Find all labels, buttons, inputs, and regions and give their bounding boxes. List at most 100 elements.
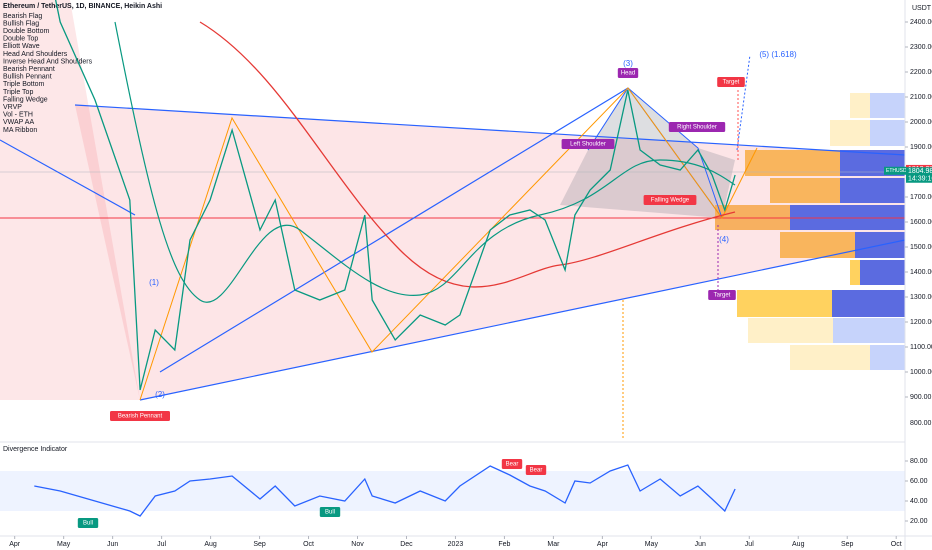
annotation: (1) (149, 278, 159, 287)
indicator-name: Bullish Flag (3, 20, 39, 27)
annotation-box (525, 465, 547, 475)
trendline (74, 104, 905, 156)
indicator-name: Triple Bottom (3, 81, 45, 88)
ma-green (114, 21, 736, 303)
indicator-name: Elliott Wave (3, 43, 40, 50)
hs-fill (560, 88, 735, 218)
indicator-name: VWAP AA (3, 119, 34, 126)
price-tag-text: 1804.98 (908, 168, 932, 175)
indicator-name: Double Bottom (3, 28, 49, 35)
currency: USDT (912, 5, 932, 12)
annotation: Head (621, 71, 635, 77)
ticker-tag (884, 166, 906, 175)
y-tick-label: 2300.00 (910, 44, 932, 51)
annotation: Bull (83, 521, 93, 527)
x-tick-label: May (645, 541, 659, 548)
y-tick-label: 2000.00 (910, 119, 932, 126)
x-tick-label: Mar (547, 541, 560, 548)
indicator-name: Bullish Pennant (3, 74, 52, 81)
price-tag (906, 167, 932, 176)
annotation: Bear (530, 468, 543, 474)
countdown: 14:39:16 (908, 176, 932, 183)
annotation-box (668, 122, 726, 132)
x-tick-label: Oct (891, 541, 902, 548)
countdown-tag (906, 174, 932, 183)
indicator-name: Vol - ETH (3, 112, 33, 119)
trendline (139, 239, 905, 401)
x-tick-label: 2023 (448, 541, 464, 548)
indicator-name: Head And Shoulders (3, 51, 68, 58)
annotation-box (561, 139, 615, 149)
y-tick-label: 1400.00 (910, 269, 932, 276)
annotation-box (319, 507, 341, 517)
annotation: Bull (325, 510, 335, 516)
x-tick-label: Dec (400, 541, 413, 548)
volume-profile (715, 93, 905, 370)
trendline (0, 139, 136, 216)
drawings (0, 0, 905, 440)
x-tick-label: Jun (107, 541, 118, 548)
indicator-title: Divergence Indicator (3, 446, 68, 453)
y-tick-label: 40.00 (910, 498, 928, 505)
y-tick-label: 1100.00 (910, 344, 932, 351)
series-group (34, 464, 736, 517)
y-tick-label: 1500.00 (910, 244, 932, 251)
y-tick-label: 1700.00 (910, 194, 932, 201)
y-tick-label: 1300.00 (910, 294, 932, 301)
annotation-box (501, 459, 523, 469)
indicator-name: Falling Wedge (3, 96, 48, 103)
indicator-name: Bearish Flag (3, 13, 42, 20)
x-tick-label: Nov (351, 541, 364, 548)
series-line (34, 464, 736, 517)
y-tick-label: 1000.00 (910, 369, 932, 376)
y-tick-label: 2200.00 (910, 69, 932, 76)
annotation-box (110, 411, 170, 421)
annotation-box (708, 290, 736, 300)
chart-title: Ethereum / TetherUS, 1D, BINANCE, Heikin… (3, 3, 162, 10)
x-tick-label: Jul (157, 541, 166, 548)
x-tick-label: Jul (745, 541, 754, 548)
x-tick-label: Oct (303, 541, 314, 548)
annotation: (4) (719, 235, 729, 244)
ticker-name: ETHUSDT (886, 168, 910, 174)
annotation: (5) (1.618) (759, 50, 797, 59)
indicator-name: VRVP (3, 104, 22, 111)
y-tick-label: 1900.00 (910, 144, 932, 151)
indicator-name: Triple Top (3, 89, 33, 96)
y-tick-label: 1200.00 (910, 319, 932, 326)
x-tick-label: Feb (498, 541, 510, 548)
y-tick-label: 1600.00 (910, 219, 932, 226)
annotation: Bear (506, 462, 519, 468)
x-tick-label: Aug (792, 541, 805, 548)
x-tick-label: May (57, 541, 71, 548)
annotation: Right Shoulder (677, 125, 717, 131)
indicator-name: Inverse Head And Shoulders (3, 58, 93, 65)
series-group (54, 0, 736, 391)
y-tick-label: 80.00 (910, 458, 928, 465)
annotation-box (643, 195, 697, 205)
rsi-band (0, 471, 905, 511)
volume-tick: 800.00 (910, 420, 932, 427)
x-tick-label: Apr (9, 541, 21, 548)
indicator-name: Bearish Pennant (3, 66, 55, 73)
annotation-box (717, 77, 745, 87)
annotation: (2) (155, 390, 165, 399)
y-tick-label: 2400.00 (910, 19, 932, 26)
annotation: Left Shoulder (570, 142, 606, 148)
x-tick-label: Jun (695, 541, 706, 548)
annotation: Bearish Pennant (118, 414, 163, 420)
y-tick-label: 60.00 (910, 478, 928, 485)
x-tick-label: Sep (253, 541, 266, 548)
annotation-box (617, 68, 639, 78)
indicator-name: MA Ribbon (3, 127, 37, 134)
series-line (54, 0, 736, 391)
y-tick-label: 2100.00 (910, 94, 932, 101)
annotation: Target (723, 80, 740, 86)
x-tick-label: Aug (204, 541, 217, 548)
annotation: (3) (623, 59, 633, 68)
pennant-fill (0, 0, 140, 400)
x-tick-label: Sep (841, 541, 854, 548)
triangle-fill (75, 105, 905, 400)
